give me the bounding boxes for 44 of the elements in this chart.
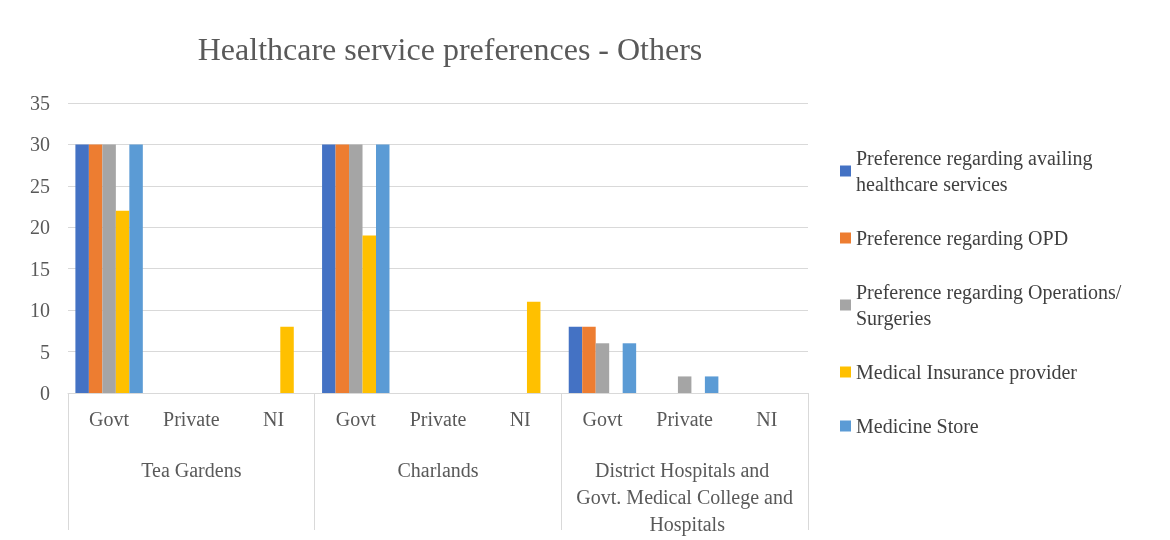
bar [335, 144, 350, 393]
y-tick-label: 35 [30, 92, 50, 114]
x-tick-label: Govt [89, 408, 130, 430]
bar [677, 376, 692, 393]
y-tick-label: 15 [30, 257, 50, 280]
bar [75, 144, 89, 393]
bar [568, 326, 583, 393]
bar [349, 144, 363, 393]
x-tick-label: Private [409, 408, 467, 430]
bar [526, 301, 541, 393]
x-tick-label: NI [263, 408, 285, 430]
x-tick-label: Private [656, 408, 714, 430]
bar [622, 343, 637, 393]
bar [129, 144, 143, 393]
bar [704, 376, 719, 393]
legend-label: Preference regarding availing healthcare services [856, 147, 1098, 195]
bar [582, 326, 596, 393]
x-tick-label: Private [163, 408, 220, 430]
y-tick-label: 0 [40, 382, 50, 404]
text: Charlands [397, 458, 479, 481]
legend-label: Preference regarding Operations/Surgeries [856, 281, 1122, 330]
legend-label: Medicine Store [856, 415, 979, 437]
x-tick-label: Govt [582, 408, 623, 430]
y-tick-label: 10 [30, 299, 50, 322]
text: Tea Gardens [141, 458, 242, 481]
text: District Hospitals and Govt. Medical College and Hospitals [576, 458, 793, 536]
y-tick-label: 30 [30, 133, 50, 156]
bar [115, 210, 130, 393]
bar [102, 144, 116, 393]
bar [280, 326, 294, 393]
bar [362, 235, 376, 393]
bar [322, 144, 336, 393]
bar [376, 144, 390, 393]
x-tick-label: NI [509, 408, 531, 430]
y-tick-label: 5 [40, 340, 50, 363]
legend-label: Medical Insurance provider [856, 361, 1078, 384]
bar [88, 144, 103, 393]
y-tick-label: 25 [30, 174, 50, 197]
y-tick-label: 20 [30, 216, 50, 239]
legend-label: Preference regarding OPD [856, 227, 1069, 250]
bar [595, 343, 610, 393]
x-tick-label: Govt [335, 408, 377, 430]
x-tick-label: NI [756, 408, 778, 430]
chart-title: Healthcare service preferences - Others [197, 31, 703, 67]
